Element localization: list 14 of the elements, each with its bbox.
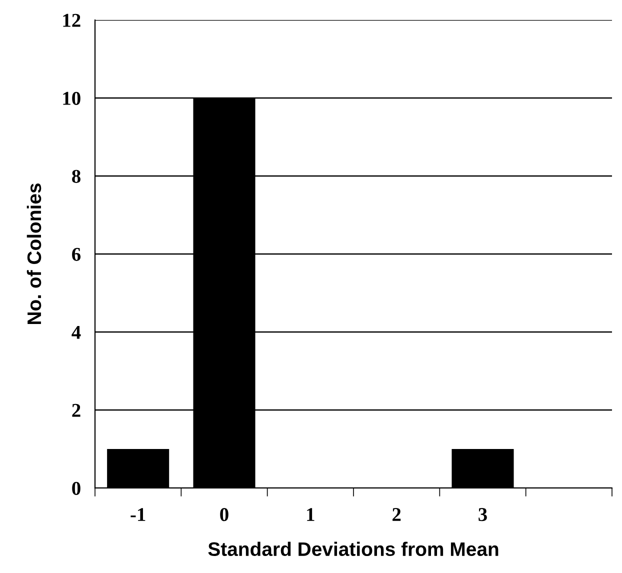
y-axis-title: No. of Colonies [26,184,42,324]
y-tick-label: 4 [72,326,81,339]
y-tick-label: 0 [72,482,80,495]
x-tick-label: 2 [392,508,401,521]
x-tick-label: 1 [307,508,314,521]
x-tick-label: 0 [220,508,228,522]
y-tick-label: 2 [72,404,80,417]
y-tick-label: 12 [63,14,80,27]
y-tick-label: 8 [72,170,80,183]
x-axis-title: Standard Deviations from Mean [208,542,498,556]
y-tick-label: 10 [63,92,80,105]
x-tick-label: -1 [130,508,146,521]
x-tick-label: 3 [478,508,487,522]
y-tick-label: 6 [72,248,81,261]
